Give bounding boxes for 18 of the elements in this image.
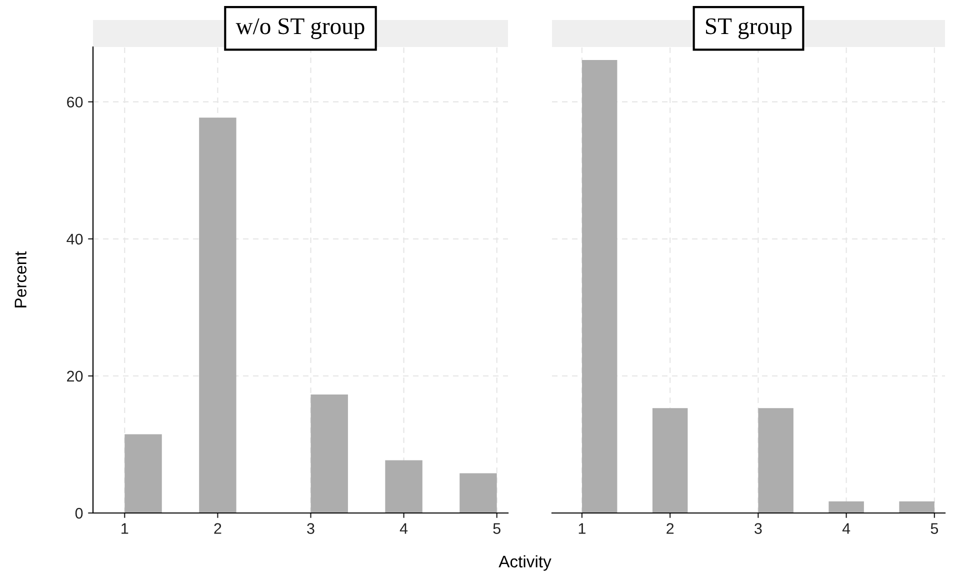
x-tick-label: 3 [754, 523, 762, 534]
x-tick-label: 2 [666, 523, 674, 534]
y-tick-label: 60 [67, 96, 83, 108]
x-tick-label: 2 [214, 523, 222, 534]
x-tick-label: 4 [400, 523, 408, 534]
x-tick-label: 5 [930, 523, 938, 534]
x-tick-label: 1 [122, 523, 128, 534]
y-tick-label: 20 [67, 370, 83, 382]
y-tick-label: 40 [66, 234, 83, 245]
y-tick-label: 0 [75, 508, 83, 519]
x-tick-label: 4 [842, 523, 850, 534]
chart-title: ST group [706, 18, 792, 40]
x-tick-label: 3 [307, 523, 314, 534]
x-axis-title: Activity [498, 555, 552, 571]
chart-title: w/o ST group [236, 18, 364, 40]
y-axis-title: Percent [14, 251, 26, 308]
x-tick-label: 1 [578, 523, 586, 534]
x-tick-label: 5 [493, 523, 500, 534]
